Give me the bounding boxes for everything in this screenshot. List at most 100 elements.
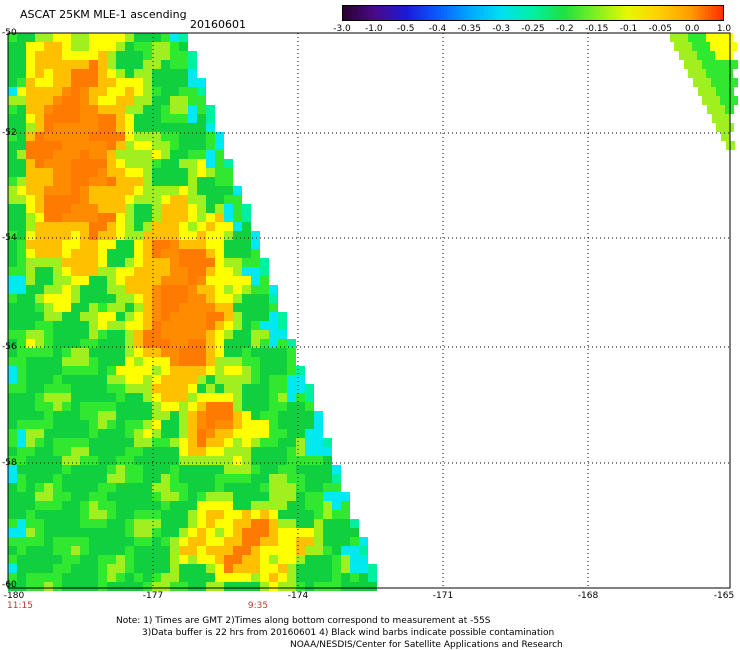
swath-cell: [80, 51, 89, 60]
swath-cell: [242, 438, 251, 447]
swath-cell: [107, 222, 116, 231]
swath-cell: [26, 357, 35, 366]
swath-cell: [107, 411, 116, 420]
swath-cell: [242, 276, 251, 285]
swath-cell: [134, 213, 143, 222]
swath-cell: [8, 366, 17, 375]
swath-cell: [305, 384, 314, 393]
swath-cell: [269, 546, 278, 555]
swath-cell: [80, 150, 89, 159]
swath-cell: [215, 384, 224, 393]
swath-cell: [152, 168, 161, 177]
swath-cell: [35, 339, 44, 348]
swath-cell: [62, 204, 71, 213]
swath-cell: [98, 519, 107, 528]
latitude-label: -50: [2, 28, 17, 38]
swath-cell: [278, 564, 287, 573]
swath-cell: [161, 528, 170, 537]
swath-cell: [314, 429, 323, 438]
swath-cell: [116, 204, 125, 213]
swath-cell: [269, 366, 278, 375]
swath-cell: [17, 276, 26, 285]
swath-cell: [215, 330, 224, 339]
swath-cell: [688, 69, 697, 78]
swath-cell: [206, 294, 215, 303]
swath-cell: [125, 582, 134, 591]
swath-cell: [233, 231, 242, 240]
swath-cell: [116, 312, 125, 321]
swath-cell: [269, 492, 278, 501]
swath-cell: [161, 114, 170, 123]
swath-cell: [62, 303, 71, 312]
swath-cell: [35, 114, 44, 123]
swath-cell: [287, 411, 296, 420]
swath-cell: [224, 285, 233, 294]
swath-cell: [35, 168, 44, 177]
swath-cell: [197, 492, 206, 501]
swath-cell: [107, 483, 116, 492]
color-scale-swatch: [501, 5, 505, 21]
swath-cell: [152, 447, 161, 456]
swath-cell: [143, 357, 152, 366]
swath-cell: [125, 465, 134, 474]
swath-cell: [62, 285, 71, 294]
swath-cell: [224, 168, 233, 177]
swath-cell: [35, 51, 44, 60]
swath-cell: [197, 564, 206, 573]
swath-cell: [170, 582, 179, 591]
swath-cell: [89, 501, 98, 510]
swath-cell: [71, 384, 80, 393]
swath-cell: [242, 375, 251, 384]
swath-cell: [116, 213, 125, 222]
color-scale-swatch: [641, 5, 646, 21]
swath-cell: [341, 519, 350, 528]
swath-cell: [715, 51, 724, 60]
swath-cell: [323, 573, 332, 582]
color-scale-swatch: [552, 5, 556, 21]
swath-cell: [278, 429, 287, 438]
swath-cell: [143, 429, 152, 438]
swath-cell: [44, 249, 53, 258]
swath-cell: [53, 240, 62, 249]
swath-cell: [296, 474, 305, 483]
swath-cell: [17, 105, 26, 114]
swath-cell: [62, 105, 71, 114]
swath-cell: [17, 429, 26, 438]
swath-cell: [305, 474, 314, 483]
swath-cell: [314, 582, 323, 591]
swath-cell: [206, 267, 215, 276]
swath-cell: [188, 447, 197, 456]
swath-cell: [107, 447, 116, 456]
swath-cell: [53, 285, 62, 294]
swath-cell: [170, 159, 179, 168]
swath-cell: [161, 231, 170, 240]
swath-cell: [233, 465, 242, 474]
swath-cell: [152, 420, 161, 429]
swath-cell: [188, 294, 197, 303]
swath-cell: [143, 222, 152, 231]
swath-cell: [80, 105, 89, 114]
swath-cell: [305, 546, 314, 555]
swath-cell: [44, 330, 53, 339]
swath-cell: [8, 474, 17, 483]
swath-cell: [134, 69, 143, 78]
color-scale-swatch: [342, 5, 346, 21]
swath-cell: [44, 177, 53, 186]
swath-cell: [197, 141, 206, 150]
swath-cell: [278, 546, 287, 555]
swath-cell: [161, 474, 170, 483]
swath-cell: [197, 456, 206, 465]
swath-cell: [44, 465, 53, 474]
swath-cell: [62, 474, 71, 483]
swath-cell: [8, 438, 17, 447]
swath-cell: [233, 303, 242, 312]
swath-cell: [152, 375, 161, 384]
swath-cell: [26, 528, 35, 537]
color-scale-swatch: [504, 5, 509, 21]
swath-cell: [170, 123, 179, 132]
swath-cell: [197, 159, 206, 168]
color-scale-swatch: [603, 5, 607, 21]
swath-cell: [80, 87, 89, 96]
swath-cell: [107, 150, 116, 159]
swath-cell: [62, 258, 71, 267]
